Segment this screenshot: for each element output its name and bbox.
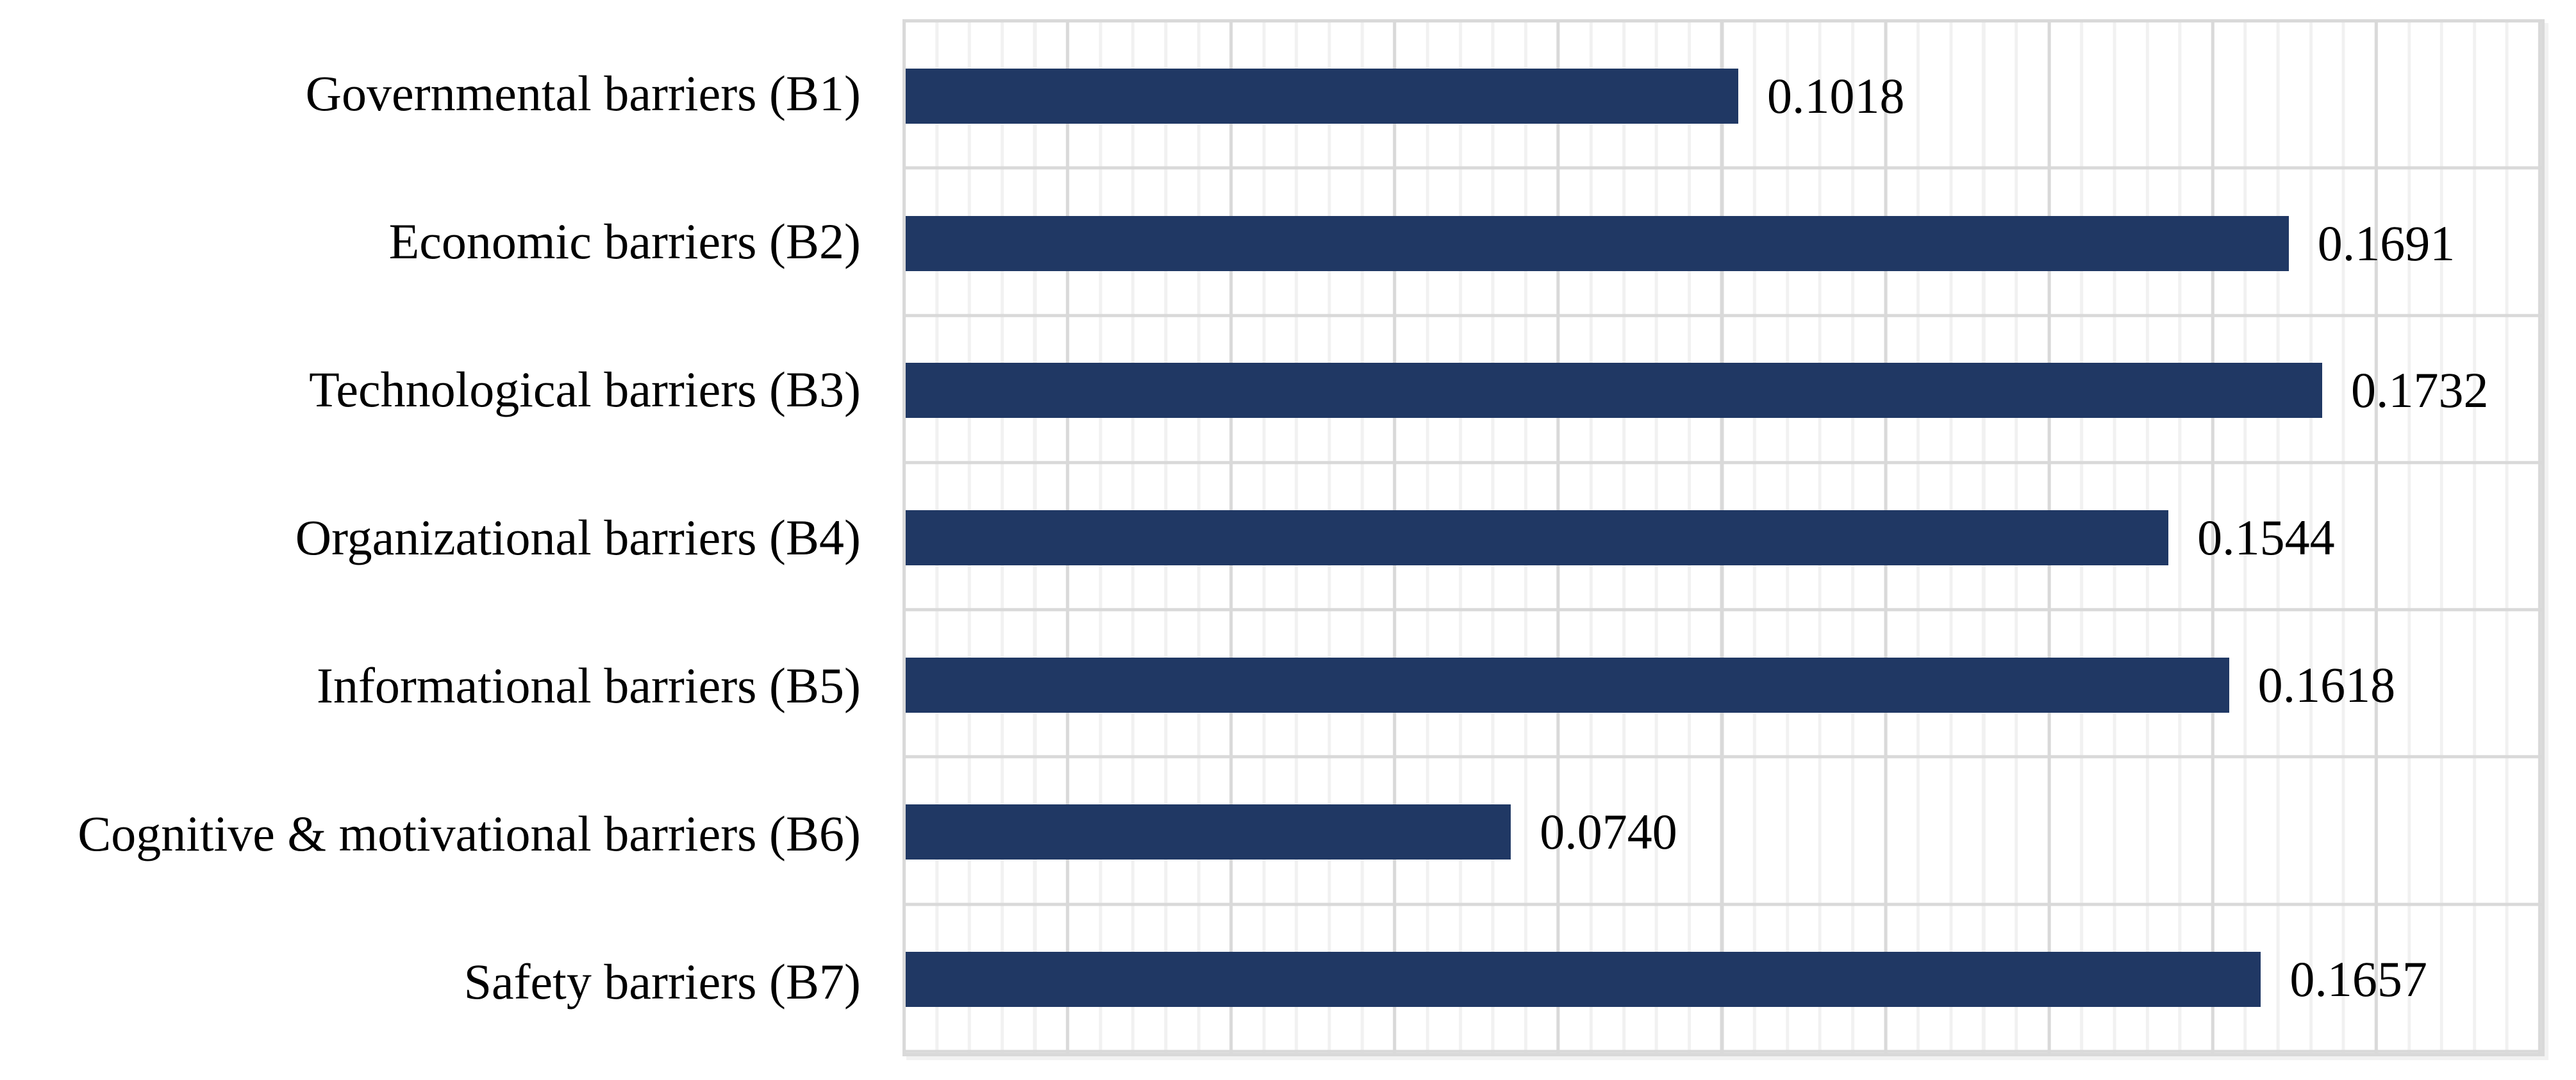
- bar-row: 0.1732: [906, 317, 2541, 464]
- category-label: Economic barriers (B2): [388, 213, 861, 269]
- bar-row: 0.0740: [906, 759, 2541, 906]
- bar: [906, 68, 1738, 124]
- bar: [906, 804, 1511, 860]
- bar-row: 0.1018: [906, 22, 2541, 170]
- bar: [906, 657, 2229, 713]
- bar: [906, 510, 2169, 566]
- bar-row: 0.1618: [906, 611, 2541, 759]
- bar-value-label: 0.1657: [2289, 951, 2427, 1008]
- bar: [906, 363, 2323, 419]
- bar-row: 0.1691: [906, 170, 2541, 317]
- category-label: Safety barriers (B7): [463, 954, 861, 1010]
- bar-value-label: 0.1018: [1766, 67, 1905, 124]
- bar-value-label: 0.1618: [2257, 656, 2396, 713]
- category-label: Cognitive & motivational barriers (B6): [78, 806, 861, 862]
- bar-value-label: 0.1691: [2317, 215, 2456, 271]
- category-label: Governmental barriers (B1): [305, 65, 861, 121]
- category-label: Organizational barriers (B4): [295, 509, 861, 565]
- bar-value-label: 0.1732: [2351, 362, 2489, 419]
- bar-value-label: 0.0740: [1540, 804, 1677, 860]
- category-label: Technological barriers (B3): [309, 361, 861, 417]
- plot-area: 0.1018 0.1691 0.1732 0.1544 0.1618 0.0740 0.16…: [902, 19, 2545, 1056]
- bar-value-label: 0.1544: [2197, 510, 2335, 566]
- bar-rows-container: 0.1018 0.1691 0.1732 0.1544 0.1618 0.0740 0.16…: [906, 22, 2541, 1053]
- category-axis-labels: Governmental barriers (B1) Economic barri…: [0, 19, 861, 1056]
- bar: [906, 215, 2289, 271]
- bar-row: 0.1544: [906, 464, 2541, 611]
- bar-row: 0.1657: [906, 906, 2541, 1053]
- bar: [906, 952, 2261, 1008]
- category-label: Informational barriers (B5): [316, 658, 861, 714]
